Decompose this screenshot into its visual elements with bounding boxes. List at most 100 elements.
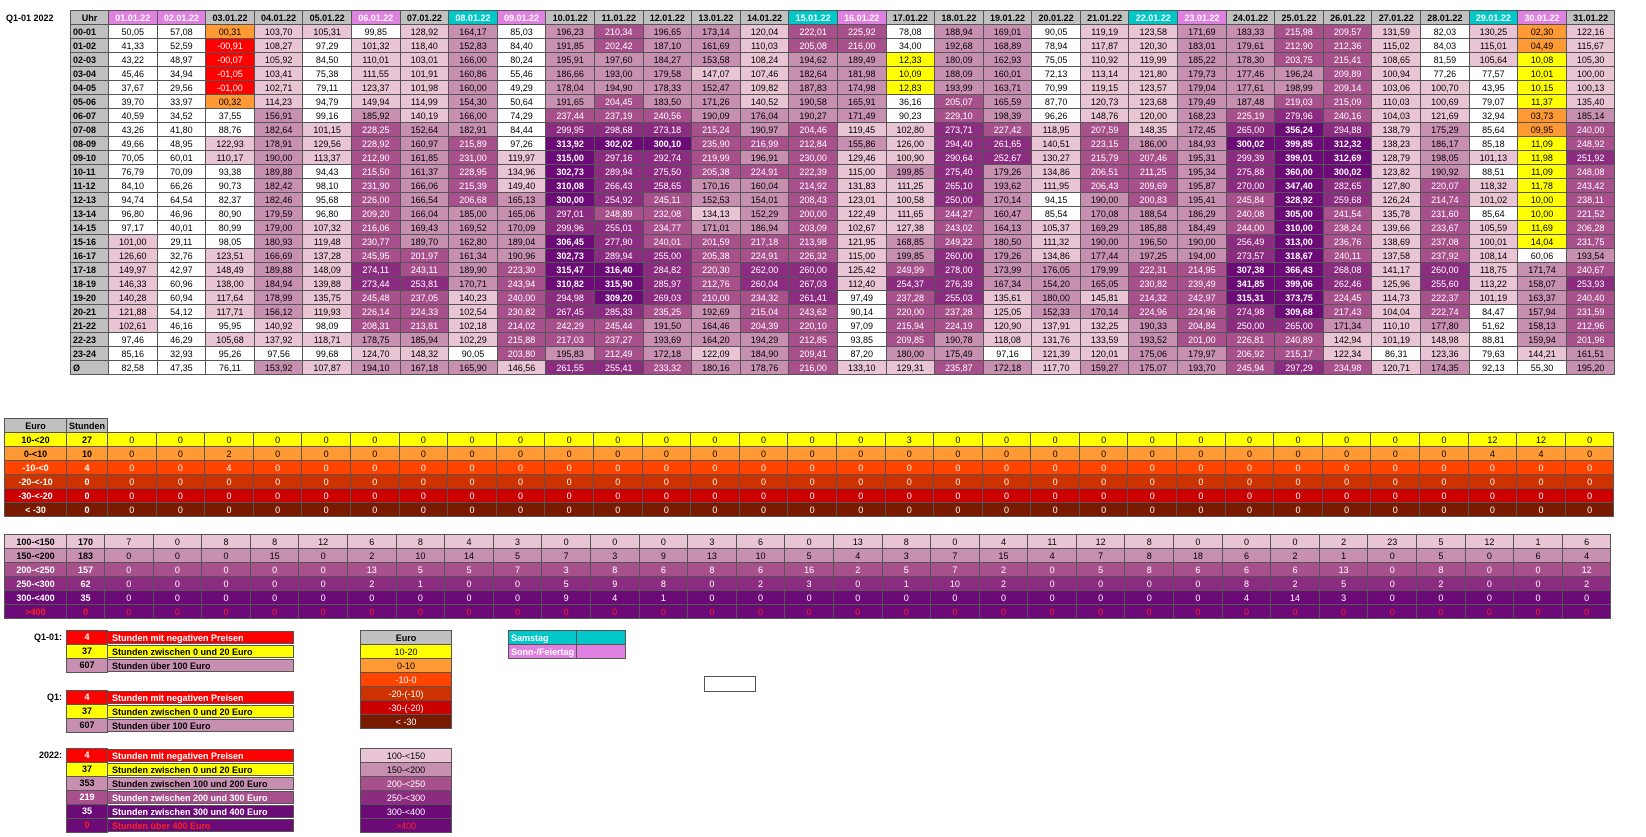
avg-cell[interactable]: 159,27 <box>1079 360 1130 375</box>
count-cell[interactable]: 0 <box>447 502 497 517</box>
price-cell[interactable]: 102,18 <box>448 318 498 333</box>
date-header[interactable]: 09.01.22 <box>496 10 547 25</box>
price-cell[interactable]: 195,41 <box>1177 192 1227 207</box>
count-cell[interactable]: 0 <box>1221 604 1272 619</box>
price-cell[interactable]: 235,25 <box>642 304 693 319</box>
price-cell[interactable]: 90,05 <box>448 346 498 361</box>
price-cell[interactable]: 236,76 <box>1322 234 1373 249</box>
count-cell[interactable]: 0 <box>544 460 594 475</box>
count-cell[interactable]: 0 <box>395 604 446 619</box>
count-cell[interactable]: 0 <box>1078 502 1129 517</box>
count-cell[interactable]: 7 <box>492 562 543 577</box>
count-cell[interactable]: 0 <box>738 432 789 447</box>
price-cell[interactable]: 239,49 <box>1177 276 1227 291</box>
price-cell[interactable]: 114,73 <box>1371 290 1422 305</box>
price-cell[interactable]: 171,01 <box>691 220 741 235</box>
price-cell[interactable]: 185,00 <box>448 206 498 221</box>
count-cell[interactable]: 0 <box>346 590 397 605</box>
price-cell[interactable]: 152,33 <box>1031 304 1081 319</box>
count-cell[interactable]: 0 <box>204 474 254 489</box>
count-cell[interactable]: 0 <box>107 432 157 447</box>
count-cell[interactable]: 6 <box>346 534 397 549</box>
price-cell[interactable]: 240,16 <box>1322 108 1373 123</box>
count-cell[interactable]: 0 <box>1030 432 1080 447</box>
price-cell[interactable]: 289,94 <box>593 248 644 263</box>
count-cell[interactable]: 0 <box>1127 502 1178 517</box>
price-cell[interactable]: 132,25 <box>1079 318 1130 333</box>
price-cell[interactable]: 130,25 <box>1468 24 1519 39</box>
price-cell[interactable]: 126,60 <box>108 248 158 263</box>
count-cell[interactable]: 0 <box>1516 474 1566 489</box>
avg-cell[interactable]: 245,94 <box>1225 360 1276 375</box>
count-cell[interactable]: 0 <box>1367 576 1418 591</box>
price-cell[interactable]: 123,82 <box>1371 164 1422 179</box>
price-cell[interactable]: 140,52 <box>739 94 790 109</box>
price-cell[interactable]: 97,16 <box>982 346 1033 361</box>
price-cell[interactable]: 224,19 <box>934 318 984 333</box>
price-cell[interactable]: 245,44 <box>593 318 644 333</box>
price-cell[interactable]: 124,70 <box>350 346 401 361</box>
price-cell[interactable]: -00,07 <box>205 52 255 67</box>
count-cell[interactable]: 0 <box>1270 534 1320 549</box>
avg-cell[interactable]: 174,35 <box>1420 360 1470 375</box>
price-cell[interactable]: 285,97 <box>642 276 693 291</box>
price-cell[interactable]: 165,91 <box>836 94 887 109</box>
price-cell[interactable]: 121,95 <box>836 234 887 249</box>
count-cell[interactable]: 0 <box>1176 488 1226 503</box>
price-cell[interactable]: 184,27 <box>642 52 693 67</box>
price-cell[interactable]: 179,61 <box>1225 38 1276 53</box>
count-cell[interactable]: 0 <box>204 432 254 447</box>
price-cell[interactable]: 101,19 <box>1468 290 1519 305</box>
price-cell[interactable]: 100,70 <box>1420 80 1470 95</box>
price-cell[interactable]: 215,09 <box>1322 94 1373 109</box>
price-cell[interactable]: 99,68 <box>302 346 352 361</box>
price-cell[interactable]: 262,00 <box>739 262 790 277</box>
price-cell[interactable]: 154,30 <box>448 94 498 109</box>
count-cell[interactable]: 15 <box>978 548 1029 563</box>
price-cell[interactable]: 101,32 <box>350 38 401 53</box>
count-cell[interactable]: 0 <box>884 460 935 475</box>
price-cell[interactable]: 237,28 <box>934 304 984 319</box>
price-cell[interactable]: 214,92 <box>788 178 838 193</box>
price-cell[interactable]: 171,34 <box>1322 318 1373 333</box>
price-cell[interactable]: 194,62 <box>788 52 838 67</box>
price-cell[interactable]: 96,80 <box>108 206 158 221</box>
count-cell[interactable]: 0 <box>1221 534 1272 549</box>
count-cell[interactable]: 0 <box>835 474 886 489</box>
price-cell[interactable]: 258,65 <box>642 178 693 193</box>
count-cell[interactable]: 0 <box>492 576 543 591</box>
price-cell[interactable]: 120,73 <box>1079 94 1130 109</box>
count-cell[interactable]: 3 <box>1318 590 1369 605</box>
date-header[interactable]: 17.01.22 <box>885 10 936 25</box>
count-cell[interactable]: 4 <box>832 548 883 563</box>
price-cell[interactable]: 00,32 <box>205 94 255 109</box>
price-cell[interactable]: 148,32 <box>399 346 450 361</box>
count-cell[interactable]: 0 <box>1419 432 1469 447</box>
price-cell[interactable]: 129,56 <box>302 136 352 151</box>
count-cell[interactable]: 0 <box>1370 488 1421 503</box>
count-cell[interactable]: 0 <box>1124 576 1175 591</box>
count-cell[interactable]: 0 <box>104 548 154 563</box>
price-cell[interactable]: 82,37 <box>205 192 255 207</box>
price-cell[interactable]: 188,09 <box>934 66 984 81</box>
price-cell[interactable]: 182,64 <box>788 66 838 81</box>
price-cell[interactable]: 110,01 <box>350 52 401 67</box>
price-cell[interactable]: 256,49 <box>1225 234 1276 249</box>
price-cell[interactable]: 97,17 <box>108 220 158 235</box>
count-cell[interactable]: 0 <box>933 446 983 461</box>
price-cell[interactable]: 226,00 <box>350 192 401 207</box>
price-cell[interactable]: 223,30 <box>496 262 547 277</box>
price-cell[interactable]: 161,85 <box>399 150 450 165</box>
price-cell[interactable]: 266,43 <box>593 178 644 193</box>
price-cell[interactable]: 115,01 <box>1468 38 1519 53</box>
count-cell[interactable]: 0 <box>981 502 1032 517</box>
price-cell[interactable]: 140,92 <box>253 318 304 333</box>
count-cell[interactable]: 0 <box>884 474 935 489</box>
count-cell[interactable]: 0 <box>1321 432 1372 447</box>
price-cell[interactable]: 178,99 <box>253 290 304 305</box>
price-cell[interactable]: 185,14 <box>1565 108 1616 123</box>
count-cell[interactable]: 12 <box>1464 534 1515 549</box>
count-cell[interactable]: 0 <box>107 460 157 475</box>
price-cell[interactable]: 273,44 <box>350 276 401 291</box>
price-cell[interactable]: 224,96 <box>1177 304 1227 319</box>
